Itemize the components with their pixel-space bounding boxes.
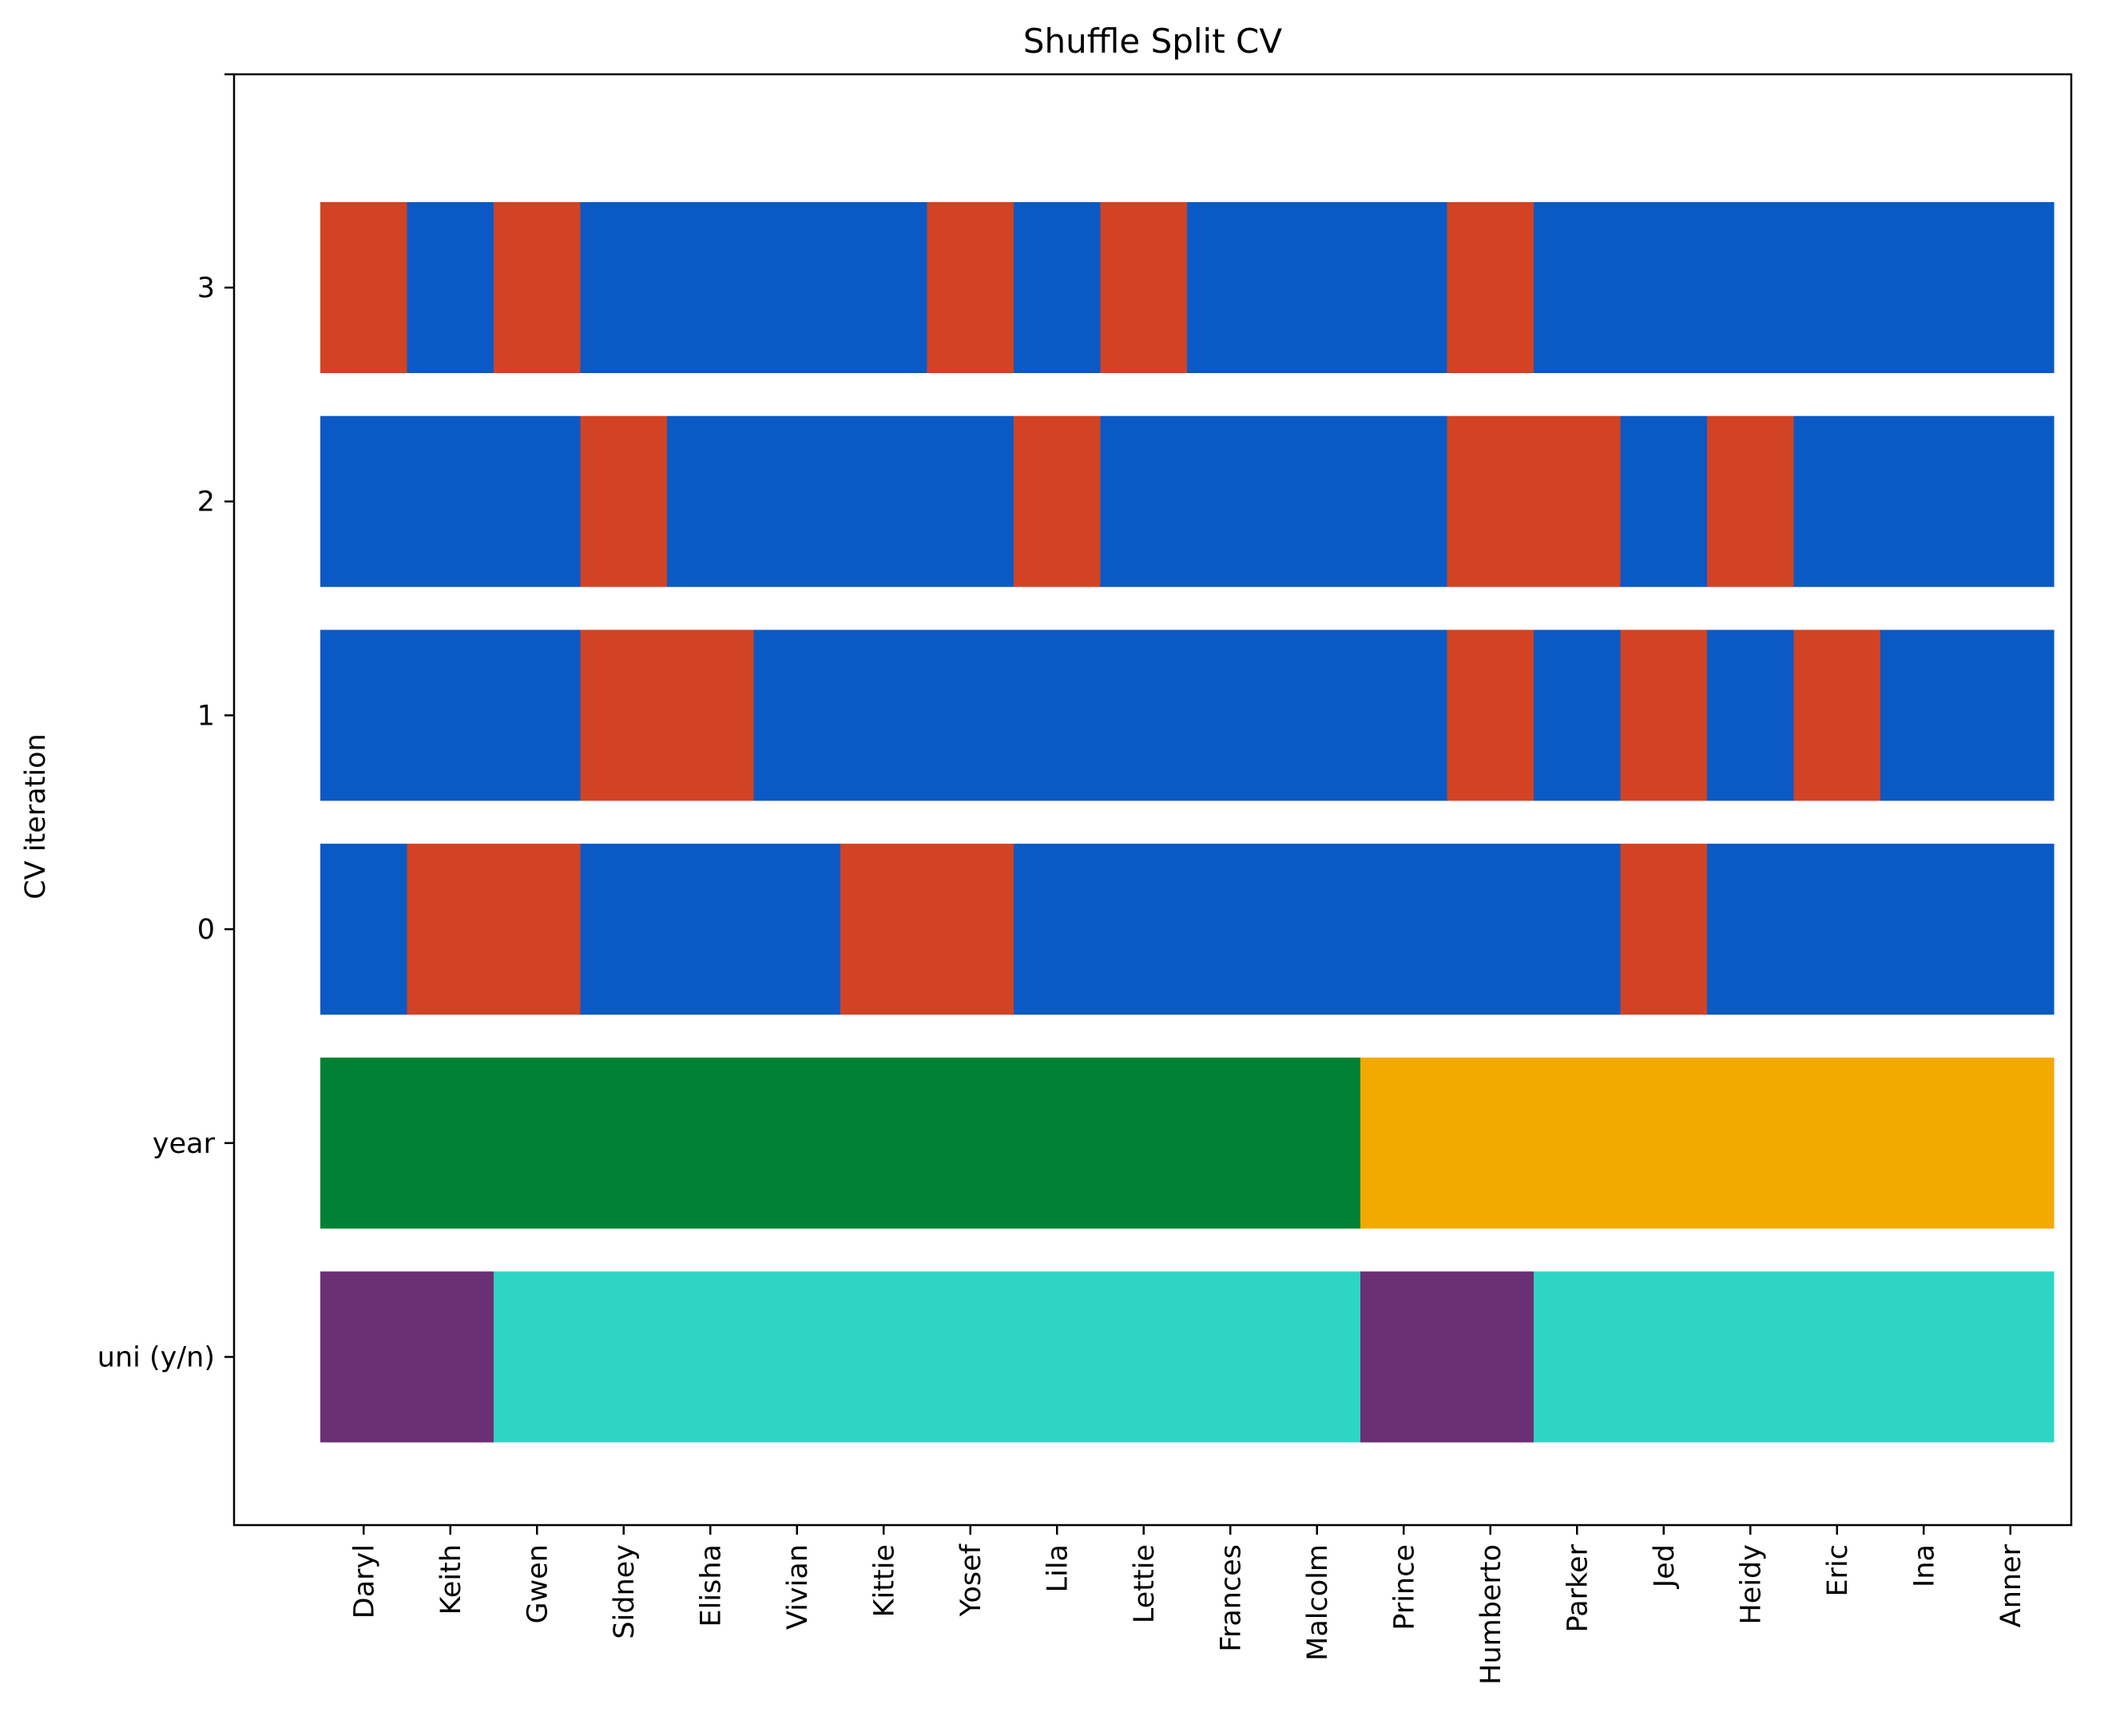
y-axis-label: CV iteration xyxy=(20,733,52,899)
y-tick-label: 1 xyxy=(197,700,215,732)
cell-row-3-train xyxy=(1534,202,2054,373)
cell-row-uni-y-n-y xyxy=(1360,1271,1534,1443)
x-tick-label: Jed xyxy=(1649,1544,1681,1589)
x-tick-label: Lila xyxy=(1042,1544,1074,1592)
cell-row-year-a xyxy=(320,1057,1361,1229)
cell-row-0-train xyxy=(320,844,408,1015)
x-tick-label: Gwen xyxy=(522,1544,554,1623)
x-tick-label: Kittie xyxy=(868,1544,900,1617)
cell-row-3-test xyxy=(927,202,1014,373)
cell-row-3-test xyxy=(1447,202,1534,373)
x-tick-label: Keith xyxy=(435,1544,467,1615)
cell-row-2-test xyxy=(580,415,668,587)
cell-row-2-train xyxy=(1793,415,2054,587)
cell-row-1-train xyxy=(753,630,1448,801)
x-tick-label: Frances xyxy=(1215,1544,1247,1652)
cell-row-3-test xyxy=(320,202,408,373)
x-tick-label: Eric xyxy=(1822,1544,1854,1596)
cell-row-3-test xyxy=(1100,202,1188,373)
cell-row-0-train xyxy=(580,844,841,1015)
ticks-layer: 3 2 1 0 year uni (y/n) Daryl Keith Gwen Sidney Eli… xyxy=(97,73,2027,1685)
cell-row-3-train xyxy=(580,202,928,373)
cell-row-1-train xyxy=(1707,630,1795,801)
cell-row-0-train xyxy=(1707,844,2054,1015)
x-tick-label: Yosef xyxy=(955,1543,987,1617)
cell-row-2-test xyxy=(1447,415,1622,587)
cell-row-2-train xyxy=(1100,415,1448,587)
cell-row-1-train xyxy=(320,630,582,801)
x-tick-label: Ina xyxy=(1908,1544,1940,1587)
x-tick-label: Sidney xyxy=(609,1544,641,1639)
cell-row-uni-y-n-n xyxy=(1534,1271,2054,1443)
cell-row-1-test xyxy=(1447,630,1534,801)
cell-row-1-train xyxy=(1880,630,2054,801)
cell-row-0-test xyxy=(840,844,1014,1015)
axes-frame xyxy=(232,73,2073,1527)
y-tick-label: year xyxy=(153,1128,216,1160)
x-tick-label: Lettie xyxy=(1129,1544,1161,1623)
y-tick-label: uni (y/n) xyxy=(97,1342,215,1374)
cell-row-0-test xyxy=(1620,844,1708,1015)
cell-row-0-train xyxy=(1014,844,1622,1015)
x-tick-label: Prince xyxy=(1388,1544,1420,1631)
cell-row-uni-y-n-y xyxy=(320,1271,494,1443)
cell-row-0-test xyxy=(407,844,582,1015)
chart-title: Shuffle Split CV xyxy=(1023,22,1282,61)
cell-row-1-train xyxy=(1534,630,1622,801)
cell-row-1-test xyxy=(1620,630,1708,801)
cell-row-1-test xyxy=(580,630,755,801)
x-tick-label: Daryl xyxy=(348,1544,380,1619)
cell-row-2-train xyxy=(1620,415,1708,587)
cell-row-3-train xyxy=(1187,202,1448,373)
cell-row-year-b xyxy=(1360,1057,2054,1229)
cells-layer xyxy=(320,202,2054,1443)
cell-row-2-test xyxy=(1707,415,1795,587)
x-tick-label: Malcolm xyxy=(1302,1544,1334,1661)
cell-row-uni-y-n-n xyxy=(494,1271,1361,1443)
y-tick-label: 3 xyxy=(197,272,215,304)
cell-row-2-train xyxy=(667,415,1014,587)
cell-row-3-train xyxy=(1014,202,1102,373)
y-tick-label: 2 xyxy=(197,487,215,518)
x-tick-label: Heidy xyxy=(1735,1544,1767,1625)
x-tick-label: Humberto xyxy=(1475,1544,1507,1685)
cell-row-2-test xyxy=(1014,415,1102,587)
cell-row-2-train xyxy=(320,415,582,587)
x-tick-label: Parker xyxy=(1562,1543,1594,1632)
x-tick-label: Anner xyxy=(1995,1543,2027,1627)
cell-row-1-test xyxy=(1793,630,1881,801)
y-tick-label: 0 xyxy=(197,914,215,946)
x-tick-label: Vivian xyxy=(782,1544,814,1630)
cell-row-3-train xyxy=(407,202,494,373)
x-tick-label: Elisha xyxy=(695,1544,727,1627)
cell-row-3-test xyxy=(494,202,582,373)
